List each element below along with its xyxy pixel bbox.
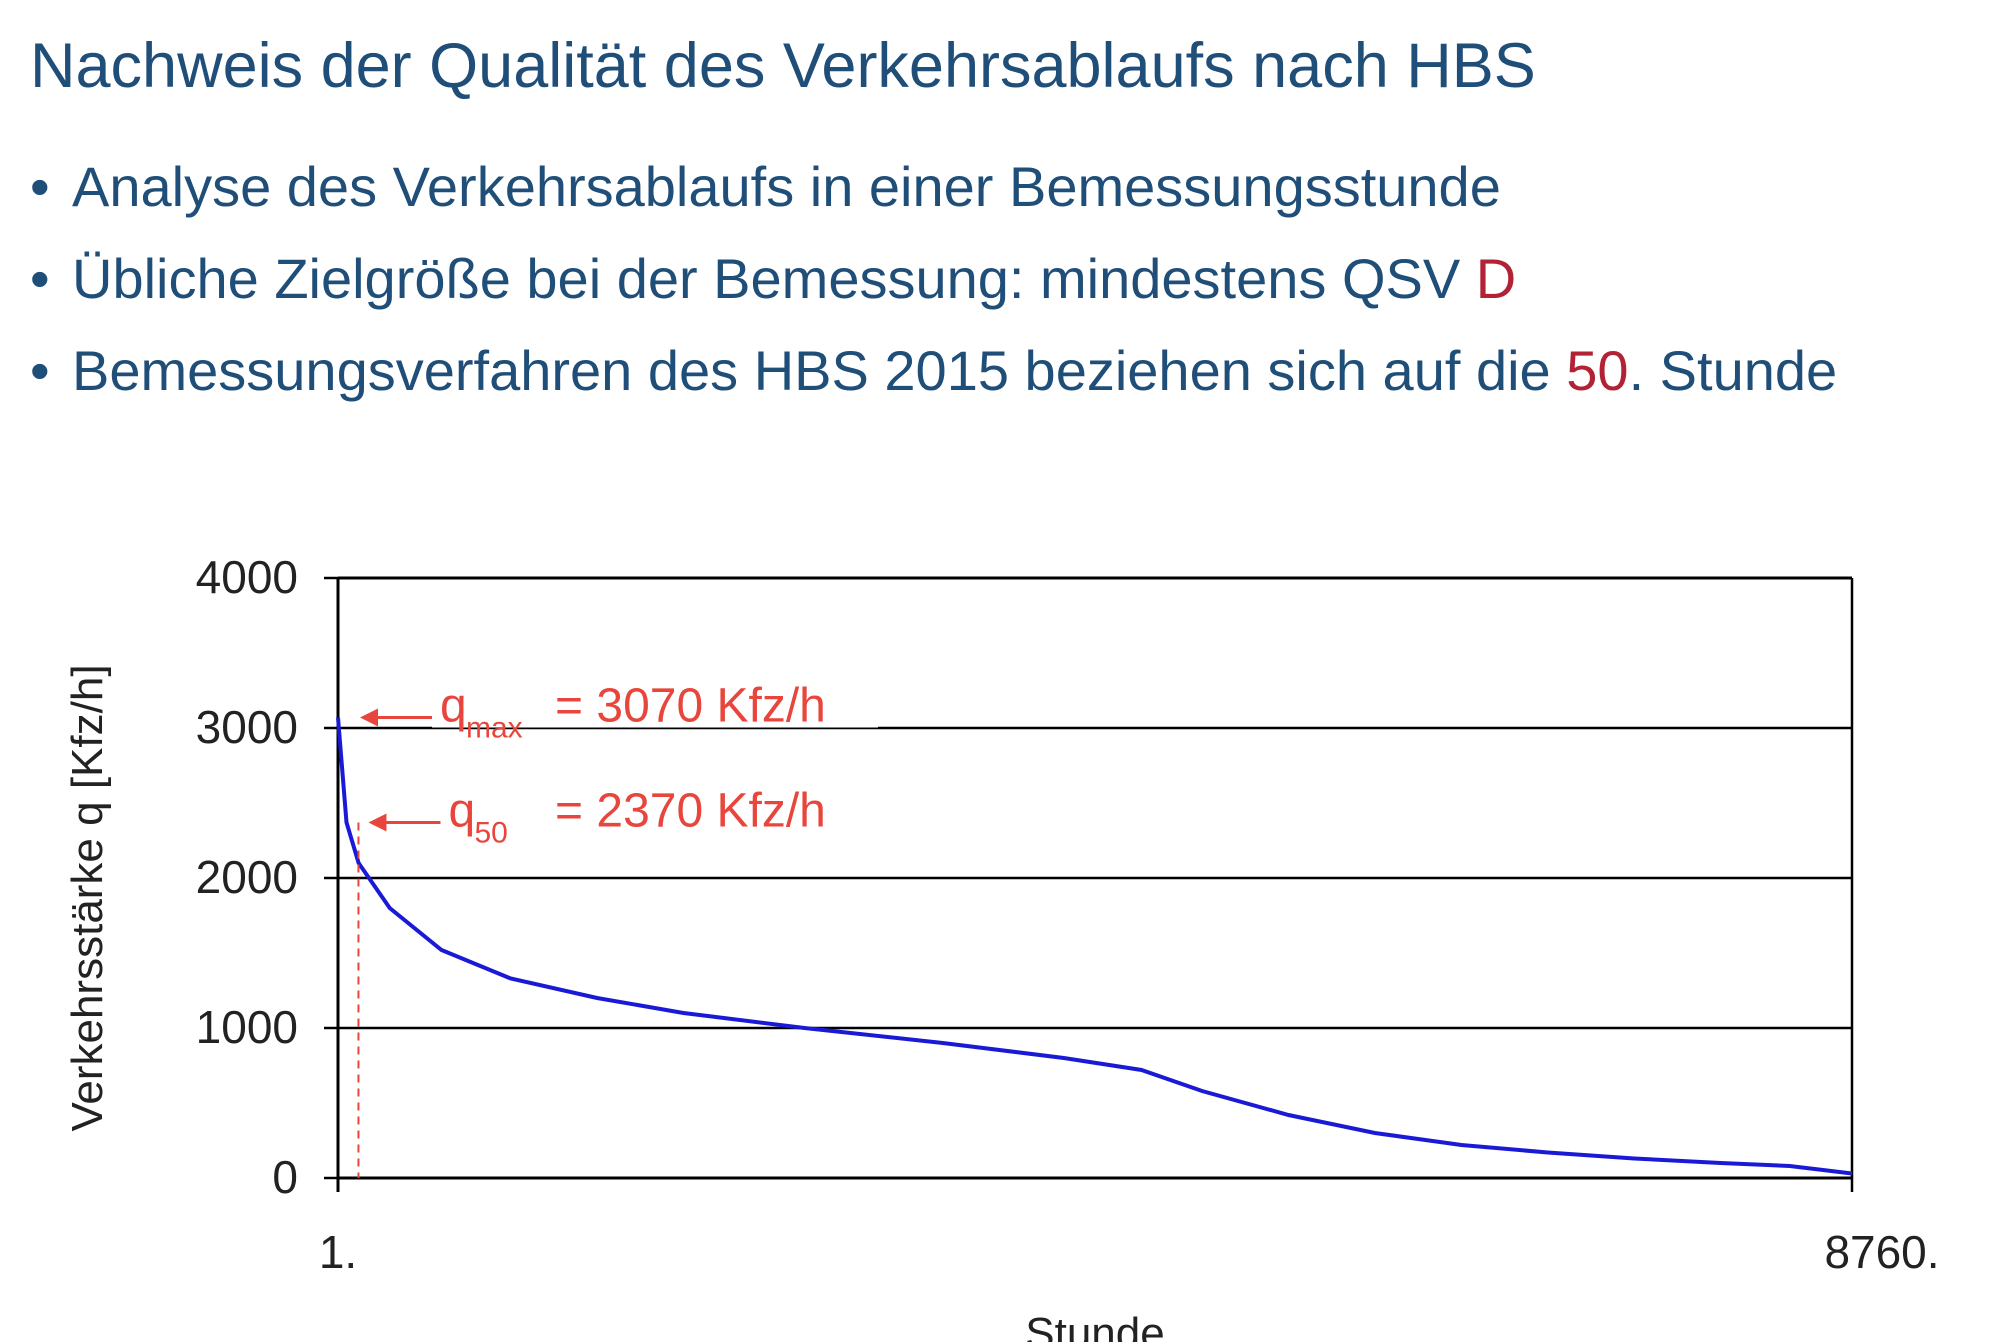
series-line: [336, 717, 1853, 1176]
bullet-dot-icon: •: [30, 339, 50, 402]
annotation-symbol: q: [448, 785, 475, 838]
bullet-text: Bemessungsverfahren des HBS 2015 beziehe…: [72, 339, 1567, 402]
annotations: q max = 3070 Kfz/hq 50 = 2370 Kfz/h: [360, 657, 878, 850]
bullet-suffix: . Stunde: [1628, 339, 1838, 402]
bullet-item-3: • Bemessungsverfahren des HBS 2015 bezieh…: [30, 334, 1837, 426]
y-tick-label: 1000: [196, 1001, 298, 1053]
bullet-text: Übliche Zielgröße bei der Bemessung: min…: [72, 247, 1476, 310]
y-tick-label: 2000: [196, 851, 298, 903]
annotation-arrowhead-icon: [360, 708, 378, 727]
page-title: Nachweis der Qualität des Verkehrsablauf…: [30, 31, 1536, 101]
bullet-dot-icon: •: [30, 247, 50, 310]
bullet-item-1: • Analyse des Verkehrsablaufs in einer Be…: [30, 150, 1837, 242]
x-tick-labels: 1. 8760.: [319, 1226, 1940, 1278]
bullet-item-2: • Übliche Zielgröße bei der Bemessung: mi…: [30, 242, 1837, 334]
annotation-value: = 2370 Kfz/h: [555, 785, 826, 838]
bullet-dot-icon: •: [30, 155, 50, 218]
y-tick-label: 3000: [196, 701, 298, 753]
x-tick-label: 1.: [319, 1226, 357, 1278]
x-tick-label: 8760.: [1824, 1226, 1939, 1278]
bullet-highlight: D: [1475, 247, 1517, 310]
bullet-list: • Analyse des Verkehrsablaufs in einer Be…: [30, 150, 1837, 426]
annotation-symbol: q: [440, 680, 467, 733]
bullet-text: Analyse des Verkehrsablaufs in einer Bem…: [72, 155, 1501, 218]
annotation-subscript: 50: [474, 817, 507, 850]
x-axis-label: Stunde: [1025, 1309, 1164, 1342]
grid-lines: [324, 576, 1854, 1192]
annotation-value: = 3070 Kfz/h: [555, 680, 826, 733]
y-tick-label: 0: [272, 1151, 298, 1203]
annotation-arrowhead-icon: [368, 813, 387, 832]
y-tick-label: 4000: [196, 551, 298, 603]
y-axis-label: Verkehrsstärke q [Kfz/h]: [63, 664, 112, 1131]
annotation-backing: [432, 657, 878, 728]
y-tick-labels: 0 1000 2000 3000 4000: [196, 551, 298, 1203]
annotation-subscript: max: [466, 712, 523, 745]
bullet-highlight: 50: [1566, 339, 1629, 402]
